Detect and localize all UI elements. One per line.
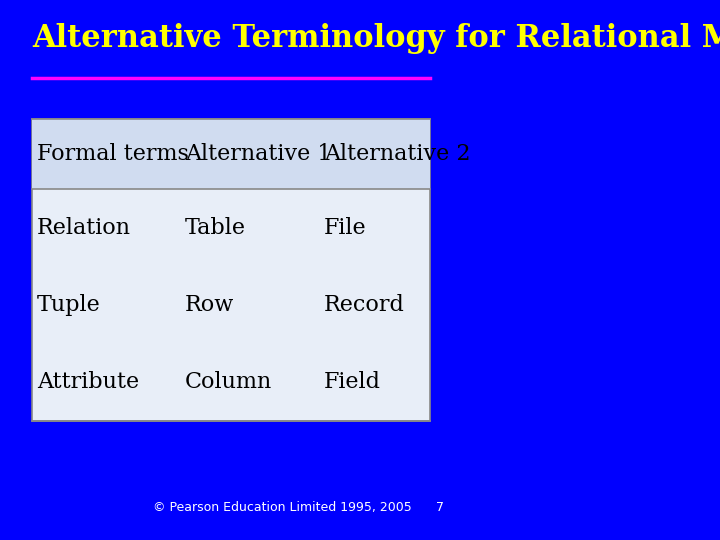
Text: Attribute: Attribute (37, 372, 139, 394)
Text: Alternative 1: Alternative 1 (185, 143, 332, 165)
Text: Relation: Relation (37, 217, 131, 239)
Text: Tuple: Tuple (37, 294, 101, 316)
Text: Record: Record (324, 294, 405, 316)
Text: Field: Field (324, 372, 381, 394)
Text: Formal terms: Formal terms (37, 143, 189, 165)
Text: © Pearson Education Limited 1995, 2005: © Pearson Education Limited 1995, 2005 (153, 501, 411, 514)
Text: Column: Column (185, 372, 272, 394)
Text: 7: 7 (436, 501, 444, 514)
Text: Alternative Terminology for Relational Model: Alternative Terminology for Relational M… (32, 23, 720, 54)
Text: File: File (324, 217, 366, 239)
Text: Alternative 2: Alternative 2 (324, 143, 470, 165)
FancyBboxPatch shape (32, 119, 431, 421)
Text: Table: Table (185, 217, 246, 239)
FancyBboxPatch shape (32, 119, 431, 189)
Text: Row: Row (185, 294, 234, 316)
